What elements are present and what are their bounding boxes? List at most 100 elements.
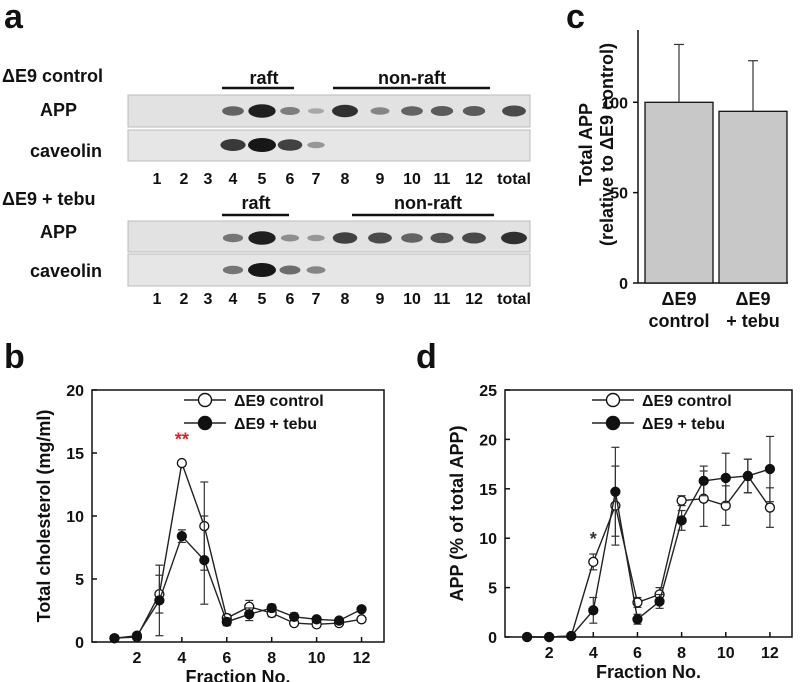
- blot-band: [401, 106, 423, 116]
- blot-band: [430, 106, 454, 116]
- blot-band: [306, 266, 326, 274]
- x-tick-label: 2: [132, 650, 141, 667]
- blot-band: [248, 231, 276, 245]
- blot-row-label-caveolin: caveolin: [30, 141, 102, 161]
- y-tick-label: 50: [610, 186, 628, 203]
- blot-condition-label: ΔE9 + tebu: [2, 189, 95, 209]
- blot-group-control: ΔE9 control raft non-raft APP caveolin 1…: [2, 66, 531, 188]
- x-tick-label: 6: [633, 645, 642, 662]
- x-tick-label: 10: [717, 645, 735, 662]
- significance-marker: *: [590, 529, 597, 549]
- y-tick-label: 5: [488, 581, 497, 598]
- y-tick-label: 20: [66, 383, 84, 400]
- lane-label: 12: [465, 291, 483, 308]
- lane-label: 7: [312, 171, 321, 188]
- data-point: [311, 614, 322, 625]
- data-point: [764, 463, 776, 475]
- category-label: + tebu: [726, 311, 780, 331]
- legend-entry: ΔE9 control: [184, 392, 324, 410]
- blot-band: [248, 138, 276, 152]
- data-point: [654, 596, 665, 607]
- chart-app-percent: 0 5 10 15 20 25 2 4 6 8 10 12 Fraction No. APP (% of …: [447, 383, 793, 682]
- panel-label-d: d: [416, 338, 437, 376]
- series-line: [527, 474, 771, 638]
- plot-frame: [504, 389, 793, 638]
- blot-band: [222, 233, 244, 243]
- lane-label: 9: [376, 171, 385, 188]
- blot-band: [280, 234, 300, 242]
- blot-band: [462, 106, 486, 116]
- category-label: ΔE9: [662, 289, 697, 309]
- lane-label: 5: [258, 171, 267, 188]
- legend-entry: ΔE9 + tebu: [184, 415, 317, 433]
- x-tick-label: 12: [353, 650, 371, 667]
- lane-label: 11: [434, 291, 451, 308]
- lane-label: 7: [312, 291, 321, 308]
- data-point: [544, 631, 555, 643]
- blot-band: [222, 106, 244, 116]
- legend-label: ΔE9 + tebu: [234, 416, 317, 433]
- x-tick-label: 4: [589, 645, 598, 662]
- chart-total-cholesterol: 0 5 10 15 20 2 4 6 8 10 12 Fraction No. Total choles…: [34, 383, 385, 682]
- lane-label: 9: [376, 291, 385, 308]
- blot-band: [307, 234, 325, 242]
- legend-marker: [605, 392, 621, 408]
- legend-label: ΔE9 control: [234, 393, 324, 410]
- lane-label: 2: [180, 171, 189, 188]
- bar: [644, 101, 714, 284]
- y-tick-label: 15: [66, 446, 84, 463]
- lane-label: 3: [204, 171, 213, 188]
- blot-band: [220, 139, 246, 151]
- y-tick-label: 20: [479, 432, 497, 449]
- data-point: [289, 611, 300, 622]
- series-control: [521, 458, 776, 643]
- x-tick-label: 2: [545, 645, 554, 662]
- lane-label: 10: [403, 171, 421, 188]
- band-row-app: [222, 231, 527, 245]
- y-axis-title: Total APP: [576, 103, 596, 186]
- lane-label: 4: [229, 291, 238, 308]
- data-point: [566, 630, 577, 642]
- data-point: [521, 631, 533, 643]
- data-point: [356, 614, 367, 625]
- blot-band: [332, 104, 358, 118]
- x-tick-label: 8: [677, 645, 686, 662]
- blot-band: [501, 231, 527, 245]
- blot-band: [277, 139, 303, 151]
- blot-row-label-app: APP: [40, 100, 77, 120]
- data-point: [176, 531, 187, 542]
- lane-label: 5: [258, 291, 267, 308]
- series-tebu: [109, 515, 367, 644]
- lane-label: 1: [153, 291, 162, 308]
- lane-label: 8: [341, 171, 350, 188]
- blot-band: [368, 232, 392, 244]
- data-point: [632, 614, 643, 625]
- data-point: [154, 595, 165, 606]
- legend-marker: [197, 392, 213, 408]
- data-point: [676, 495, 687, 506]
- x-tick-label: 4: [177, 650, 186, 667]
- blot-band: [222, 265, 244, 275]
- lane-label: total: [497, 291, 531, 308]
- x-tick-label: 8: [267, 650, 276, 667]
- data-point: [588, 605, 599, 616]
- blot-band: [307, 108, 325, 114]
- y-tick-label: 0: [619, 276, 628, 293]
- data-point: [720, 472, 731, 484]
- lane-label: 1: [153, 171, 162, 188]
- category-label: control: [649, 311, 710, 331]
- legend-marker: [605, 415, 621, 431]
- y-axis-title: APP (% of total APP): [447, 425, 467, 601]
- blot-band: [248, 104, 276, 118]
- panel-label-b: b: [4, 338, 25, 376]
- data-point: [676, 515, 687, 526]
- raft-label: raft: [249, 68, 278, 88]
- blot-band: [279, 265, 301, 275]
- lane-labels: 1 2 3 4 5 6 7 8 9 10 11 12 total: [153, 291, 531, 308]
- blot-band: [248, 263, 276, 277]
- blot-band: [462, 232, 486, 244]
- y-axis-title: (relative to ΔE9 control): [597, 43, 617, 246]
- legend-label: ΔE9 + tebu: [642, 416, 725, 433]
- data-point: [698, 475, 709, 487]
- data-point: [764, 502, 776, 513]
